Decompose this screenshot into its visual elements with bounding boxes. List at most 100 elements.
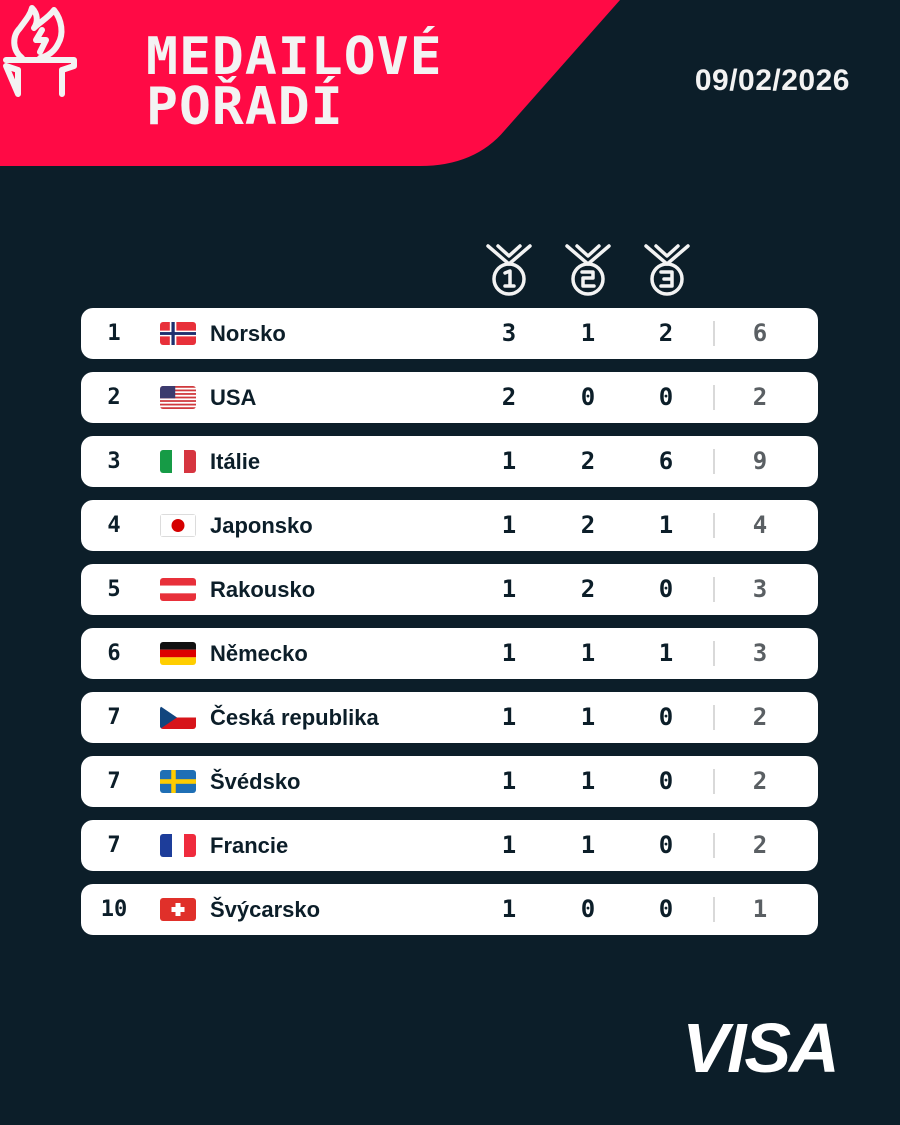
bronze-count: 2 (658, 319, 674, 347)
table-row[interactable]: 7 Česká republika 1 1 0 2 (81, 692, 818, 743)
gold-count: 1 (501, 831, 517, 859)
country-name: Německo (210, 641, 308, 666)
silver-count: 1 (580, 767, 596, 795)
silver-count: 2 (580, 575, 596, 603)
title-line-2: POŘADÍ (146, 77, 344, 137)
header-banner: MEDAILOVÉ POŘADÍ (0, 0, 620, 166)
country-name: Japonsko (210, 513, 313, 538)
flag-germany-icon (160, 642, 196, 665)
flag-switzerland-icon (160, 898, 196, 921)
rank: 7 (107, 705, 121, 730)
bronze-count: 6 (658, 447, 674, 475)
flag-norway-icon (160, 322, 196, 345)
table-row[interactable]: 1 Norsko 3 1 2 6 (81, 308, 818, 359)
divider (713, 769, 715, 794)
rank: 7 (107, 769, 121, 794)
divider (713, 449, 715, 474)
visa-logo: VISA (682, 1010, 839, 1080)
silver-count: 1 (580, 831, 596, 859)
silver-count: 0 (580, 895, 596, 923)
country-name: Rakousko (210, 577, 316, 602)
silver-count: 2 (580, 447, 596, 475)
visa-wordmark: VISA (682, 1010, 837, 1080)
bronze-count: 0 (658, 383, 674, 411)
rank: 2 (107, 385, 121, 410)
banner-shape (0, 0, 620, 166)
gold-count: 1 (501, 447, 517, 475)
date-label: 09/02/2026 (694, 64, 850, 97)
silver-count: 0 (580, 383, 596, 411)
bronze-count: 0 (658, 575, 674, 603)
flag-france-icon (160, 834, 196, 857)
table-row[interactable]: 7 Švédsko 1 1 0 2 (81, 756, 818, 807)
total-count: 2 (752, 703, 768, 731)
flag-usa-icon (160, 386, 196, 409)
divider (713, 897, 715, 922)
flag-italy-icon (160, 450, 196, 473)
silver-count: 1 (580, 319, 596, 347)
rank: 7 (107, 833, 121, 858)
table-row[interactable]: 7 Francie 1 1 0 2 (81, 820, 818, 871)
total-count: 3 (752, 639, 768, 667)
total-count: 2 (752, 383, 768, 411)
country-name: Francie (210, 833, 289, 858)
flag-austria-icon (160, 578, 196, 601)
country-name: Švédsko (210, 769, 301, 794)
medal-column-headers (0, 242, 900, 298)
gold-count: 1 (501, 575, 517, 603)
gold-count: 1 (501, 639, 517, 667)
divider (713, 513, 715, 538)
rank: 6 (107, 641, 121, 666)
table-row[interactable]: 4 Japonsko 1 2 1 4 (81, 500, 818, 551)
torch-icon (3, 5, 77, 97)
medal-3-icon (644, 244, 690, 296)
total-count: 4 (752, 511, 768, 539)
divider (713, 577, 715, 602)
gold-count: 1 (501, 703, 517, 731)
divider (713, 641, 715, 666)
country-name: Česká republika (210, 705, 379, 730)
silver-count: 1 (580, 639, 596, 667)
gold-count: 1 (501, 895, 517, 923)
country-name: Švýcarsko (210, 897, 321, 922)
total-count: 9 (752, 447, 768, 475)
country-name: Norsko (210, 321, 286, 346)
silver-count: 1 (580, 703, 596, 731)
table-row[interactable]: 2 USA 2 0 0 2 (81, 372, 818, 423)
divider (713, 833, 715, 858)
medal-table: 1 Norsko 3 1 2 6 2 USA 2 0 0 2 3 Itálie … (81, 308, 818, 948)
rank: 1 (107, 321, 121, 346)
country-name: Itálie (210, 449, 261, 474)
divider (713, 385, 715, 410)
gold-count: 1 (501, 767, 517, 795)
gold-count: 1 (501, 511, 517, 539)
bronze-count: 1 (658, 639, 674, 667)
title-line-1: MEDAILOVÉ (146, 27, 443, 87)
total-count: 2 (752, 831, 768, 859)
gold-count: 3 (501, 319, 517, 347)
page-title: MEDAILOVÉ POŘADÍ (146, 27, 443, 137)
flag-japan-icon (160, 514, 196, 537)
divider (713, 705, 715, 730)
divider (713, 321, 715, 346)
gold-count: 2 (501, 383, 517, 411)
table-row[interactable]: 6 Německo 1 1 1 3 (81, 628, 818, 679)
total-count: 2 (752, 767, 768, 795)
flag-sweden-icon (160, 770, 196, 793)
rank: 3 (107, 449, 121, 474)
rank: 4 (107, 513, 121, 538)
table-row[interactable]: 3 Itálie 1 2 6 9 (81, 436, 818, 487)
country-name: USA (210, 385, 257, 410)
bronze-count: 0 (658, 831, 674, 859)
total-count: 1 (752, 895, 768, 923)
rank: 10 (100, 897, 128, 922)
bronze-count: 0 (658, 767, 674, 795)
table-row[interactable]: 5 Rakousko 1 2 0 3 (81, 564, 818, 615)
rank: 5 (107, 577, 121, 602)
medal-2-icon (565, 244, 611, 296)
bronze-count: 0 (658, 703, 674, 731)
bronze-count: 0 (658, 895, 674, 923)
bronze-count: 1 (658, 511, 674, 539)
table-row[interactable]: 10 Švýcarsko 1 0 0 1 (81, 884, 818, 935)
total-count: 6 (752, 319, 768, 347)
